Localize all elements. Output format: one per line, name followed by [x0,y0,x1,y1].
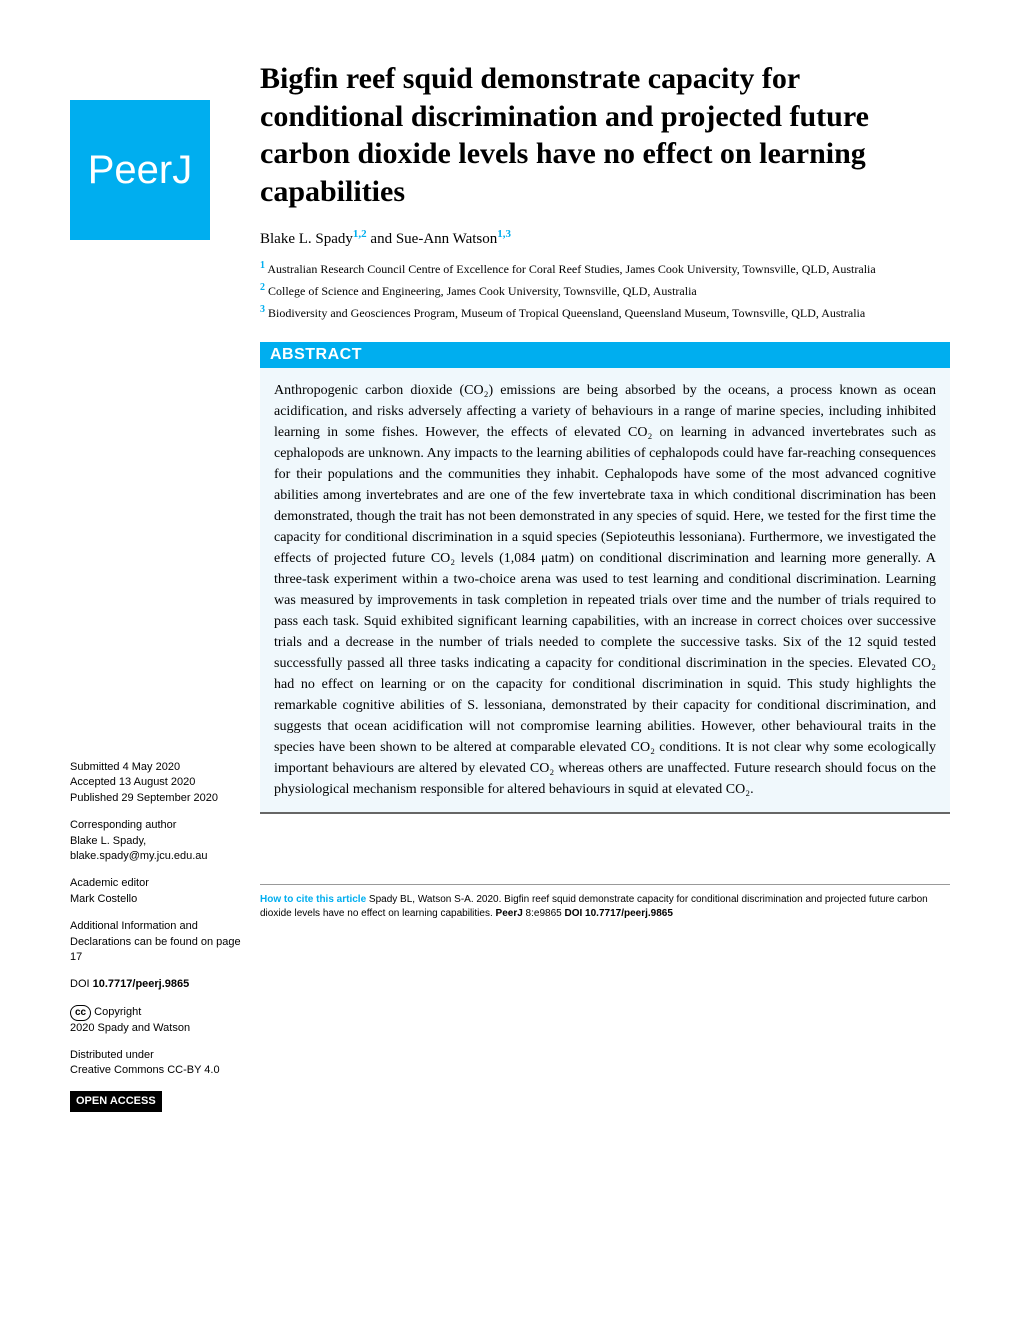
author-1: Blake L. Spady [260,231,353,247]
editor-block: Academic editor Mark Costello [70,876,245,907]
published-date: 29 September 2020 [118,792,218,804]
affiliation-1: 1 Australian Research Council Centre of … [260,258,950,278]
affiliations: 1 Australian Research Council Centre of … [260,258,950,322]
author-1-affil: 1,2 [353,228,367,240]
submitted-label: Submitted [70,761,120,773]
copyright-holder: 2020 Spady and Watson [70,1022,190,1034]
additional-info-text: Additional Information and Declarations … [70,920,241,963]
peerj-logo: PeerJ [70,100,210,240]
license-name: Creative Commons CC-BY 4.0 [70,1064,220,1076]
article-metadata-sidebar: Submitted 4 May 2020 Accepted 13 August … [70,760,245,1124]
corr-author-email: blake.spady@my.jcu.edu.au [70,850,208,862]
dates-block: Submitted 4 May 2020 Accepted 13 August … [70,760,245,806]
affil-text-2: College of Science and Engineering, Jame… [265,284,697,298]
doi-value: 10.7717/peerj.9865 [93,978,190,990]
abstract-text: Anthropogenic carbon dioxide (CO₂) emiss… [260,368,950,814]
citation-ref: 8:e9865 [523,908,565,919]
accepted-date: 13 August 2020 [116,776,196,788]
open-access-badge: OPEN ACCESS [70,1091,162,1112]
affiliation-2: 2 College of Science and Engineering, Ja… [260,280,950,300]
accepted-label: Accepted [70,776,116,788]
author-2: Sue-Ann Watson [396,231,497,247]
article-title: Bigfin reef squid demonstrate capacity f… [260,60,950,210]
cc-icon: cc [70,1005,91,1021]
published-label: Published [70,792,118,804]
corr-author-label: Corresponding author [70,819,176,831]
additional-info-block: Additional Information and Declarations … [70,919,245,965]
affil-text-3: Biodiversity and Geosciences Program, Mu… [265,306,865,320]
open-access-block: OPEN ACCESS [70,1091,245,1112]
editor-label: Academic editor [70,877,149,889]
doi-block: DOI 10.7717/peerj.9865 [70,977,245,992]
editor-name: Mark Costello [70,893,137,905]
citation-journal: PeerJ [496,908,523,919]
license-block: Distributed under Creative Commons CC-BY… [70,1048,245,1079]
distributed-label: Distributed under [70,1049,154,1061]
copyright-block: cc Copyright 2020 Spady and Watson [70,1005,245,1036]
abstract-heading: ABSTRACT [260,342,950,368]
affiliation-3: 3 Biodiversity and Geosciences Program, … [260,302,950,322]
affil-text-1: Australian Research Council Centre of Ex… [265,262,876,276]
citation-label: How to cite this article [260,894,366,905]
corresponding-author-block: Corresponding author Blake L. Spady, bla… [70,818,245,864]
doi-label: DOI [70,978,93,990]
copyright-label: Copyright [91,1006,141,1018]
author-2-affil: 1,3 [497,228,511,240]
citation-footer: How to cite this article Spady BL, Watso… [260,884,950,921]
author-connector: and [367,231,396,247]
submitted-date: 4 May 2020 [120,761,181,773]
corr-author-name: Blake L. Spady, [70,835,146,847]
citation-doi: DOI 10.7717/peerj.9865 [565,908,673,919]
author-list: Blake L. Spady1,2 and Sue-Ann Watson1,3 [260,228,950,248]
